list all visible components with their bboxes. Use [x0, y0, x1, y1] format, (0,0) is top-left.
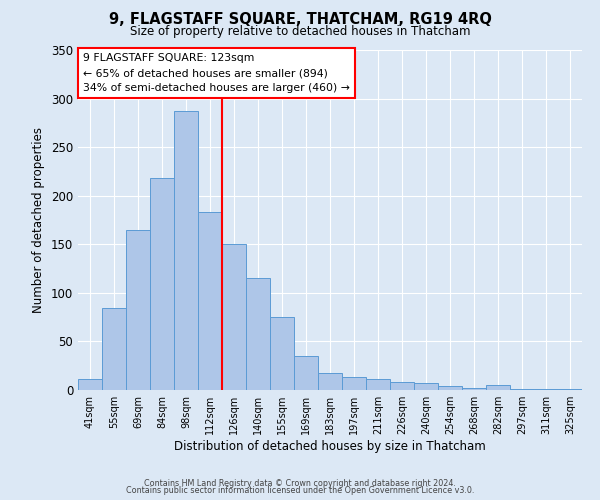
Text: Contains public sector information licensed under the Open Government Licence v3: Contains public sector information licen…: [126, 486, 474, 495]
Bar: [78, 380, 102, 390]
Bar: [222, 244, 246, 390]
Bar: [558, 389, 582, 390]
Bar: [126, 230, 150, 390]
Text: 9 FLAGSTAFF SQUARE: 123sqm
← 65% of detached houses are smaller (894)
34% of sem: 9 FLAGSTAFF SQUARE: 123sqm ← 65% of deta…: [83, 54, 350, 93]
Bar: [366, 380, 390, 390]
Bar: [150, 178, 174, 390]
Text: Contains HM Land Registry data © Crown copyright and database right 2024.: Contains HM Land Registry data © Crown c…: [144, 478, 456, 488]
Bar: [390, 382, 414, 390]
Bar: [342, 378, 366, 390]
Y-axis label: Number of detached properties: Number of detached properties: [32, 127, 46, 313]
X-axis label: Distribution of detached houses by size in Thatcham: Distribution of detached houses by size …: [174, 440, 486, 453]
Text: Size of property relative to detached houses in Thatcham: Size of property relative to detached ho…: [130, 25, 470, 38]
Bar: [294, 356, 318, 390]
Bar: [270, 317, 294, 390]
Bar: [318, 372, 342, 390]
Bar: [414, 383, 438, 390]
Bar: [486, 385, 510, 390]
Bar: [174, 111, 198, 390]
Text: 9, FLAGSTAFF SQUARE, THATCHAM, RG19 4RQ: 9, FLAGSTAFF SQUARE, THATCHAM, RG19 4RQ: [109, 12, 491, 28]
Bar: [510, 389, 534, 390]
Bar: [102, 308, 126, 390]
Bar: [462, 388, 486, 390]
Bar: [246, 278, 270, 390]
Bar: [198, 212, 222, 390]
Bar: [534, 389, 558, 390]
Bar: [438, 386, 462, 390]
